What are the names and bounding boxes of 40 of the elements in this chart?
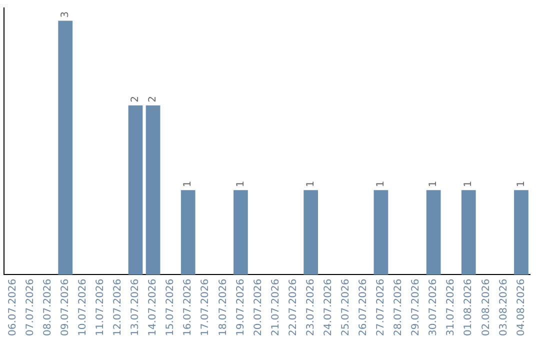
data-label: 1: [305, 180, 316, 188]
x-tick-label: 11.07.2026: [95, 278, 106, 336]
x-tick-label: 09.07.2026: [60, 278, 71, 336]
x-tick-label: 27.07.2026: [376, 278, 387, 336]
x-tick-label: 18.07.2026: [218, 278, 229, 336]
x-tick-label: 01.08.2026: [463, 278, 474, 336]
data-label: 1: [516, 180, 527, 188]
x-tick-label: 06.07.2026: [7, 278, 18, 336]
data-label: 1: [376, 180, 387, 188]
x-tick-label: 03.08.2026: [498, 278, 510, 336]
x-tick-label: 14.07.2026: [148, 278, 159, 336]
x-tick-label: 28.07.2026: [393, 278, 404, 336]
x-tick-label: 15.07.2026: [165, 278, 176, 336]
x-tick-label: 07.07.2026: [24, 278, 36, 336]
x-tick-label: 08.07.2026: [42, 278, 54, 336]
x-tick-label: 22.07.2026: [288, 278, 299, 336]
x-tick-label: 13.07.2026: [130, 278, 142, 336]
data-label: 1: [182, 180, 194, 188]
data-label: 2: [148, 96, 159, 102]
x-tick-label: 21.07.2026: [270, 278, 282, 336]
x-tick-label: 17.07.2026: [200, 278, 212, 336]
x-tick-label: 12.07.2026: [112, 278, 124, 336]
x-tick-label: 25.07.2026: [340, 278, 352, 336]
x-tick-label: 02.08.2026: [480, 278, 492, 336]
x-tick-label: 10.07.2026: [77, 278, 88, 336]
data-label: 1: [235, 180, 246, 188]
x-tick-label: 20.07.2026: [252, 278, 264, 336]
x-tick-label: 23.07.2026: [305, 278, 316, 336]
x-tick-label: 16.07.2026: [182, 278, 194, 336]
x-tick-label: 26.07.2026: [358, 278, 370, 336]
data-label: 1: [463, 180, 474, 188]
x-tick-label: 24.07.2026: [322, 278, 334, 336]
data-label: 1: [428, 180, 440, 188]
x-tick-label: 04.08.2026: [516, 278, 527, 336]
x-tick-label: 31.07.2026: [446, 278, 457, 336]
x-tick-label: 29.07.2026: [410, 278, 422, 336]
x-tick-label: 30.07.2026: [428, 278, 440, 336]
data-label: 2: [130, 96, 142, 102]
data-label: 3: [60, 11, 71, 18]
x-tick-label: 19.07.2026: [235, 278, 246, 336]
